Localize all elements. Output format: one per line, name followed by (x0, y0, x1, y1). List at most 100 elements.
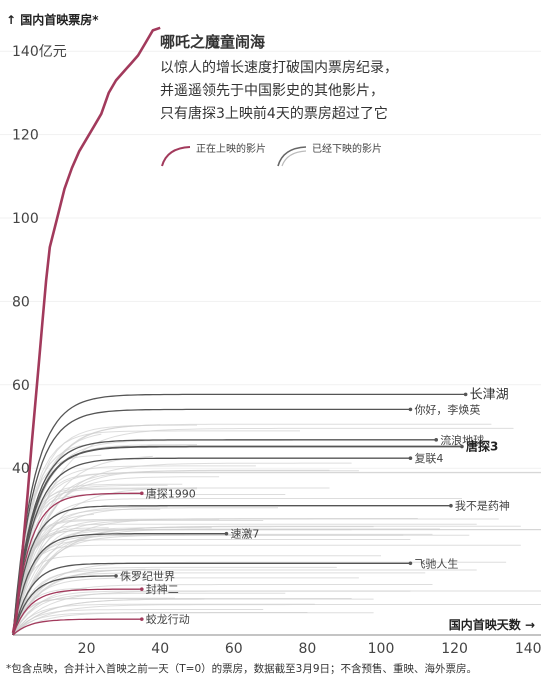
legend-label-showing: 正在上映的影片 (196, 142, 266, 155)
x-tick-label: 140 (515, 641, 541, 657)
nezha-line-group (11, 26, 161, 634)
background-movie-line (12, 424, 161, 636)
background-movie-line (12, 506, 168, 636)
background-movie-line (12, 476, 220, 636)
gridlines (0, 50, 541, 636)
labeled-movie-lines (12, 392, 468, 636)
series-end-dot (408, 561, 413, 566)
background-movie-line (12, 598, 205, 636)
series-label: 我不是药神 (455, 499, 510, 513)
background-movie-line (12, 577, 359, 636)
background-movie-lines (12, 423, 541, 636)
headline-title: 哪吒之魔童闹海 (160, 33, 265, 51)
series-label: 蛟龙行动 (146, 612, 190, 626)
series-line (12, 393, 466, 636)
series-label: 复联4 (414, 451, 443, 465)
legend-swatch-ended-light (281, 150, 307, 167)
background-movie-line (12, 533, 433, 636)
series-line (12, 408, 411, 636)
background-movie-line (12, 587, 87, 636)
background-movie-line (12, 483, 183, 636)
y-tick-label: 60 (12, 378, 30, 394)
series-end-dot (140, 617, 144, 621)
series-line (12, 588, 142, 636)
series-label: 速激7 (230, 527, 259, 541)
series-end-dot (460, 444, 464, 449)
background-movie-line (12, 528, 440, 636)
background-movie-line (12, 592, 286, 636)
series-end-dot (224, 531, 229, 536)
series-label: 流浪地球 (440, 433, 484, 447)
background-movie-line (12, 498, 462, 636)
headline-line-1: 以惊人的增长速度打破国内票房纪录， (160, 59, 398, 76)
background-movie-line (12, 569, 477, 636)
background-movie-line (12, 513, 95, 636)
series-line (12, 439, 437, 636)
background-movie-line (12, 462, 352, 636)
y-tick-label: 140亿元 (12, 44, 67, 60)
nezha-line (11, 26, 161, 634)
background-movie-line (12, 534, 404, 636)
x-tick-label: 80 (298, 641, 316, 657)
background-movie-line (12, 494, 286, 636)
series-end-dot (449, 503, 453, 508)
y-tick-label: 120 (12, 128, 39, 144)
series-line (12, 505, 451, 636)
background-movie-line (12, 561, 507, 636)
x-tick-label: 100 (368, 641, 395, 657)
series-line (12, 492, 142, 636)
series-end-dot (463, 392, 468, 397)
x-tick-label: 40 (151, 641, 169, 657)
series-end-dot (140, 491, 144, 496)
background-movie-line (12, 472, 541, 636)
background-movie-line (12, 544, 521, 636)
background-movie-line (12, 609, 264, 636)
series-label: 封神二 (146, 582, 179, 596)
series-label: 侏罗纪世界 (120, 570, 175, 583)
series-label: 你好，李焕英 (414, 402, 480, 416)
background-movie-line (12, 518, 418, 636)
background-movie-line (12, 539, 411, 636)
background-movie-line (12, 469, 330, 636)
series-line (12, 618, 142, 636)
background-movie-line (12, 555, 381, 636)
y-tick-label: 40 (12, 461, 30, 477)
series-line (12, 457, 411, 636)
background-movie-line (12, 471, 541, 636)
legend-swatch-ended (277, 146, 307, 167)
series-end-dot (434, 438, 439, 442)
series-label: 飞驰人生 (414, 556, 458, 570)
series-end-dot (114, 574, 118, 578)
series-end-dot (408, 456, 413, 460)
series-end-dot (140, 587, 144, 591)
legend: 正在上映的影片 已经下映的影片 (161, 142, 382, 167)
headline-line-2: 并遥遥领先于中国影史的其他影片， (160, 83, 384, 99)
series-label: 长津湖 (470, 387, 509, 402)
legend-swatch-showing (161, 146, 191, 167)
x-tick-label: 120 (441, 641, 468, 657)
footnote: *包含点映，合并计入首映之前一天（T=0）的票房，数据截至3月9日；不含预售、重… (6, 662, 477, 675)
background-movie-line (12, 612, 308, 636)
series-label: 唐探3 (466, 439, 498, 454)
series-line (12, 575, 116, 636)
headline-line-3: 只有唐探3上映前4天的票房超过了它 (160, 105, 388, 122)
y-tick-label: 100 (12, 211, 39, 227)
background-movie-line (12, 597, 175, 636)
legend-label-ended: 已经下映的影片 (312, 142, 382, 155)
background-movie-line (12, 590, 411, 636)
x-axis-title: 国内首映天数 → (449, 617, 535, 632)
y-tick-label: 80 (12, 294, 30, 310)
background-movie-line (12, 603, 315, 636)
series-label: 唐探1990 (146, 486, 196, 500)
axis-ticks: 20 40 60 80 100 120 140 140亿元 120 100 80 60 40 (12, 44, 541, 657)
background-movie-line (12, 529, 541, 636)
background-movie-line (12, 523, 477, 636)
background-movie-line (12, 572, 426, 636)
series-line (12, 562, 411, 636)
x-tick-label: 20 (78, 641, 96, 657)
background-movie-line (12, 507, 278, 636)
series-line (12, 445, 462, 636)
